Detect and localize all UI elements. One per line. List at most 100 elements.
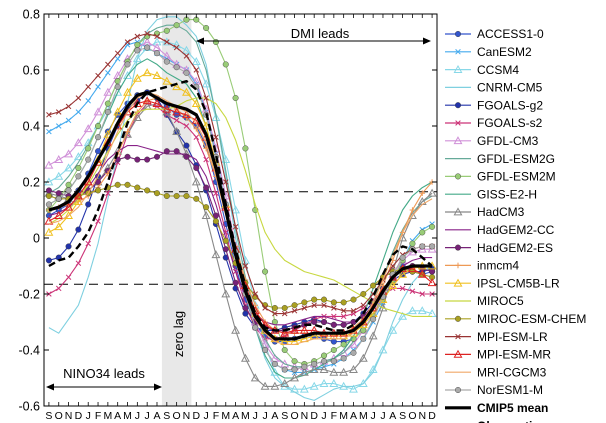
marker-gfdl-cm3-legend [453,136,463,145]
marker-miroc-esm-chem-25 [291,302,298,309]
marker-gfdl-esm2m-16 [203,25,210,32]
marker-mpi-esm-lr-29 [331,305,337,311]
marker-hadcm3-legend [453,207,463,216]
x-tick-label: J [371,410,376,422]
marker-ipsl-cm5b-lr-2 [64,210,74,219]
legend-label-ccsm4: CCSM4 [477,63,519,77]
marker-noresm1-m-38 [419,243,426,250]
marker-ipsl-cm5b-lr-9 [132,73,142,82]
x-tick-label: D [428,410,436,422]
marker-hadgem2-es-15 [193,164,200,171]
x-tick-label: O [290,410,298,422]
marker-hadgem2-es-10 [144,156,151,163]
marker-miroc-esm-chem-15 [193,195,200,202]
legend-entry-mpi-esm-mr: MPI-ESM-MR [445,348,551,362]
marker-hadcm3-21 [250,373,260,382]
marker-hadgem2-es-39 [429,268,436,275]
x-tick-label: S [45,410,52,422]
legend-entry-hadgem2-cc: HadGEM2-CC [445,223,555,237]
marker-fgoals-s2-3 [75,260,82,266]
marker-noresm1-m-10 [144,44,151,51]
nino34-leads-label: NINO34 leads [63,366,145,381]
marker-mpi-esm-mr-37 [407,264,417,273]
plot-frame [43,13,438,407]
dmi-leads-arrow-head-right [423,37,431,45]
marker-ccsm4-31 [349,384,358,393]
marker-mpi-esm-mr-1 [54,210,64,219]
marker-gfdl-cm3-6 [103,87,113,96]
marker-noresm1-m-14 [183,69,190,76]
legend-label-hadgem2-es: HadGEM2-ES [477,241,553,255]
legend-entry-gfdl-cm3: GFDL-CM3 [445,134,539,148]
series-line-mpi-esm-lr [48,33,433,315]
marker-ccsm4-38 [417,306,427,315]
legend-entry-cnrm-cm5: CNRM-CM5 [445,81,543,95]
marker-ipsl-cm5b-lr-16 [201,121,211,130]
marker-fgoals-g2-0 [45,257,52,264]
marker-miroc-esm-chem-17 [212,218,219,225]
marker-ccsm4-26 [299,384,309,393]
marker-hadgem2-es-19 [232,279,239,286]
marker-hadgem2-es-9 [134,156,141,163]
marker-gfdl-esm2m-30 [340,341,347,348]
marker-ipsl-cm5b-lr-36 [398,269,408,278]
legend-label-gfdl-esm2m: GFDL-ESM2M [477,170,556,184]
marker-mpi-esm-lr-25 [291,308,298,314]
marker-hadgem2-es-31 [350,319,357,326]
marker-noresm1-m-32 [360,335,367,342]
series-line-gfdl-esm2m [48,19,433,365]
legend-label-gfdl-esm2g: GFDL-ESM2G [477,152,555,166]
marker-canesm2-6 [105,70,111,76]
marker-gfdl-esm2m-25 [291,358,298,365]
legend-entry-ccsm4: CCSM4 [445,63,519,77]
legend-label-hadgem2-cc: HadGEM2-CC [477,223,555,237]
x-tick-label: F [95,410,101,422]
nino34-leads-arrow-head-left [46,383,54,391]
marker-hadcm3-17 [211,250,221,259]
marker-noresm1-m-3 [75,173,82,180]
legend-entry-fgoals-g2: FGOALS-g2 [445,98,543,112]
marker-noresm1-m-25 [291,366,298,373]
marker-hadgem2-es-16 [203,184,210,191]
nino34-leads-arrow-head-right [154,383,162,391]
legend-label-miroc-esm-chem: MIROC-ESM-CHEM [477,312,586,326]
marker-hadcm3-13 [172,126,182,135]
marker-hadgem2-es-12 [163,148,170,155]
marker-mpi-esm-lr-23 [272,310,278,317]
series-line-hadcm3 [48,103,433,387]
marker-noresm1-m-9 [134,47,141,54]
marker-access1-0-legend [455,31,462,38]
x-tick-label: N [65,410,73,422]
marker-mpi-esm-lr-12 [164,39,170,45]
marker-fgoals-s2-4 [85,240,91,247]
marker-mpi-esm-lr-7 [114,50,121,56]
x-tick-label: M [221,410,230,422]
marker-hadcm3-26 [299,367,309,376]
marker-mpi-esm-lr-10 [144,30,150,37]
plot-area [161,14,192,406]
marker-mpi-esm-mr-10 [142,96,152,105]
marker-noresm1-m-33 [370,316,377,323]
marker-gfdl-esm2m-32 [360,327,367,334]
marker-fgoals-g2-4 [85,201,92,208]
marker-mpi-esm-lr-26 [301,305,308,311]
legend-label-inmcm4: inmcm4 [477,259,519,273]
marker-fgoals-s2-5 [95,218,101,224]
x-tick-label: A [232,410,239,422]
series-layer [44,16,437,401]
x-tick-label: M [241,410,250,422]
marker-noresm1-m-23 [271,361,278,368]
legend-label-mri-cgcm3: MRI-CGCM3 [477,365,547,379]
marker-mpi-esm-mr-38 [417,269,427,278]
marker-hadcm3-9 [132,112,142,121]
x-tick-label: A [271,410,278,422]
marker-ccsm4-19 [231,205,241,214]
marker-miroc-esm-chem-legend [455,315,462,322]
marker-hadgem2-es-28 [321,319,328,326]
marker-hadcm3-24 [280,378,290,387]
marker-ccsm4-12 [162,37,172,46]
marker-ccsm4-1 [54,171,64,180]
marker-ipsl-cm5b-lr-14 [182,87,191,96]
marker-fgoals-s2-2 [65,274,72,280]
x-tick-label: J [86,410,91,422]
